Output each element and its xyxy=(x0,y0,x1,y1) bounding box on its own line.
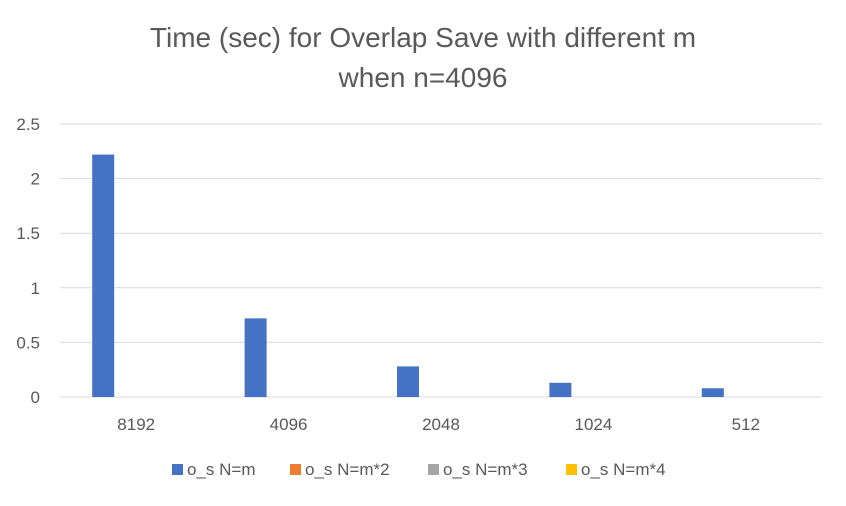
legend-label: o_s N=m*2 xyxy=(305,460,390,479)
bar xyxy=(244,318,267,397)
y-axis-ticks: 0 0.5 1 1.5 2 2.5 xyxy=(16,115,40,407)
x-tick-label: 4096 xyxy=(270,415,308,434)
x-tick-label: 1024 xyxy=(574,415,612,434)
legend-label: o_s N=m xyxy=(187,460,256,479)
bar xyxy=(397,366,419,397)
y-tick-label: 2 xyxy=(31,170,40,189)
chart-title: Time (sec) for Overlap Save with differe… xyxy=(150,22,696,53)
legend-swatch xyxy=(566,464,577,475)
y-tick-label: 1.5 xyxy=(16,224,40,243)
y-tick-label: 0.5 xyxy=(16,333,40,352)
bar xyxy=(701,388,724,397)
legend: o_s N=m o_s N=m*2 o_s N=m*3 o_s N=m*4 xyxy=(172,460,666,479)
x-axis-ticks: 8192 4096 2048 1024 512 xyxy=(117,415,760,434)
x-tick-label: 512 xyxy=(732,415,760,434)
chart-subtitle: when n=4096 xyxy=(338,62,508,93)
y-tick-label: 2.5 xyxy=(16,115,40,134)
legend-swatch xyxy=(428,464,439,475)
legend-swatch xyxy=(172,464,183,475)
x-tick-label: 2048 xyxy=(422,415,460,434)
bar xyxy=(92,154,115,397)
y-tick-label: 0 xyxy=(31,388,40,407)
legend-label: o_s N=m*4 xyxy=(581,460,666,479)
bar xyxy=(549,382,572,397)
legend-label: o_s N=m*3 xyxy=(443,460,528,479)
legend-swatch xyxy=(290,464,301,475)
bars xyxy=(92,154,724,397)
gridlines xyxy=(60,123,822,398)
y-tick-label: 1 xyxy=(31,279,40,298)
x-tick-label: 8192 xyxy=(117,415,155,434)
